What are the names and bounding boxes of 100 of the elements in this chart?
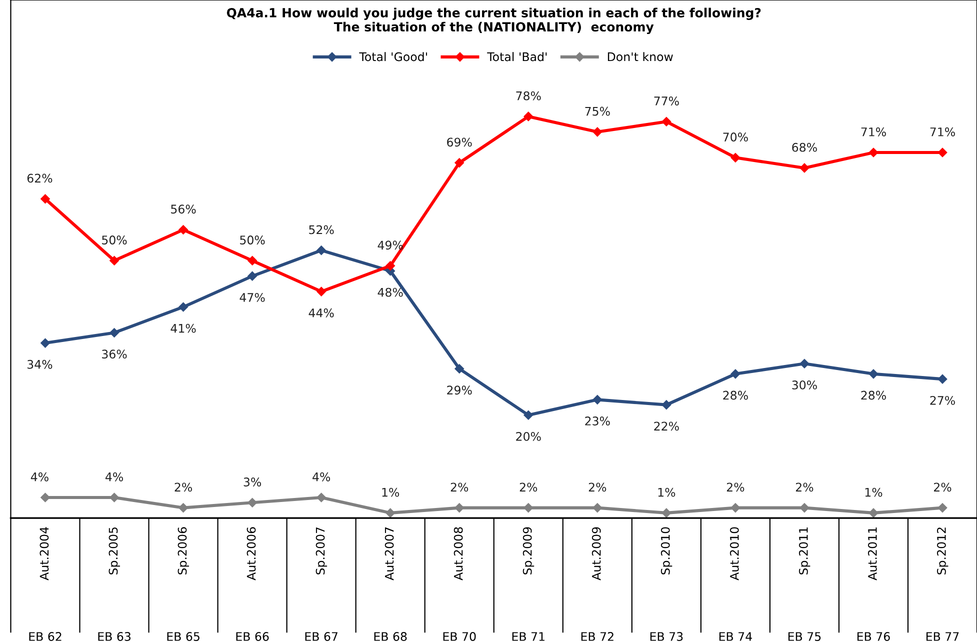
text: EB 73 (650, 632, 683, 641)
point (800, 503, 810, 512)
point (938, 148, 948, 158)
text: EB 71 (512, 632, 544, 641)
data-label: 2% (726, 482, 744, 492)
point (454, 503, 464, 512)
point (248, 498, 257, 508)
data-label: 28% (861, 390, 886, 400)
data-label: 2% (588, 482, 606, 492)
point (800, 163, 810, 173)
x-tick-label: Aut.2004 (40, 527, 49, 580)
point (386, 508, 395, 518)
x-tick-label: Sp.2012 (936, 528, 948, 574)
text: EB 77 (926, 632, 959, 641)
x-tick-label: Sp.2009 (522, 527, 534, 574)
point (662, 508, 672, 518)
data-label: 49% (378, 240, 403, 250)
point (110, 492, 119, 502)
point (524, 503, 534, 512)
point (662, 116, 672, 126)
text: EB 62 (29, 632, 62, 641)
data-label: 75% (585, 106, 610, 116)
data-label: 1% (865, 488, 882, 497)
point (454, 364, 464, 374)
data-label: 50% (102, 236, 127, 244)
data-label: 47% (240, 292, 265, 302)
data-label: 2% (796, 482, 814, 492)
data-label: 1% (658, 488, 676, 497)
text: EB 65 (167, 632, 200, 641)
text: EB 63 (98, 632, 130, 641)
point (40, 194, 50, 204)
data-label: 30% (792, 380, 817, 390)
point (248, 271, 257, 281)
text: EB 74 (719, 632, 752, 641)
text: EB 72 (581, 632, 614, 641)
point (178, 503, 188, 512)
x-tick-label: Sp.2010 (660, 527, 672, 574)
data-label: 22% (654, 422, 679, 431)
point (730, 503, 740, 512)
point (592, 127, 602, 137)
text: EB 67 (305, 632, 338, 641)
data-label: 56% (171, 204, 196, 214)
point (800, 359, 810, 368)
x-tick-label: Sp.2005 (108, 527, 120, 574)
point (868, 508, 878, 518)
text: EB 70 (443, 632, 476, 641)
data-label: 62% (27, 174, 52, 183)
text: EB 68 (374, 632, 407, 641)
data-label: 27% (930, 396, 955, 405)
data-label: 29% (447, 386, 472, 395)
point (938, 503, 948, 512)
data-label: 36% (102, 350, 127, 359)
x-tick-label: Sp.2007 (316, 527, 328, 574)
data-label: 3% (244, 478, 262, 486)
data-label: 48% (378, 288, 403, 297)
point (592, 395, 602, 404)
x-tick-label: Aut.2008 (454, 527, 463, 580)
text: EB 66 (236, 632, 269, 641)
point (386, 261, 395, 270)
point (454, 158, 464, 168)
legend-label: Total 'Good' (359, 52, 427, 62)
legend-label: Total 'Bad' (487, 52, 547, 62)
x-tick-label: Aut.2009 (592, 527, 601, 580)
data-label: 4% (105, 472, 123, 482)
text: EB 76 (857, 632, 890, 641)
data-label: 68% (792, 142, 817, 152)
point (868, 148, 878, 158)
text: EB 75 (788, 632, 821, 641)
legend-label: Don't know (608, 52, 673, 62)
point (110, 328, 119, 338)
point (524, 410, 534, 420)
x-tick-label: Sp.2006 (178, 527, 190, 574)
data-label: 4% (312, 472, 330, 482)
point (178, 225, 188, 234)
point (110, 256, 119, 266)
data-label: 41% (170, 324, 196, 333)
data-label: 69% (447, 138, 472, 147)
data-label: 2% (450, 482, 468, 492)
point (592, 503, 602, 512)
data-label: 44% (308, 308, 334, 318)
point (178, 302, 188, 312)
point (730, 153, 740, 162)
data-label: 70% (723, 132, 748, 142)
point (662, 400, 672, 410)
x-tick-label: Aut.2010 (730, 527, 739, 580)
data-label: 71% (861, 127, 886, 136)
point (248, 256, 257, 266)
data-label: 23% (585, 416, 610, 426)
point (730, 369, 740, 379)
x-tick-label: Aut.2006 (246, 527, 256, 580)
point (40, 338, 50, 348)
data-label: 50% (240, 236, 265, 244)
data-label: 78% (516, 91, 541, 100)
point (316, 492, 326, 502)
data-label: 77% (654, 96, 679, 106)
point (524, 112, 534, 122)
chart-title: QA4a.1 How would you judge the current situation in each of the following? The situation of the (NATIONALITY) economy (226, 8, 761, 34)
data-label: 2% (174, 482, 192, 492)
point (316, 246, 326, 255)
data-label: 28% (723, 390, 748, 400)
